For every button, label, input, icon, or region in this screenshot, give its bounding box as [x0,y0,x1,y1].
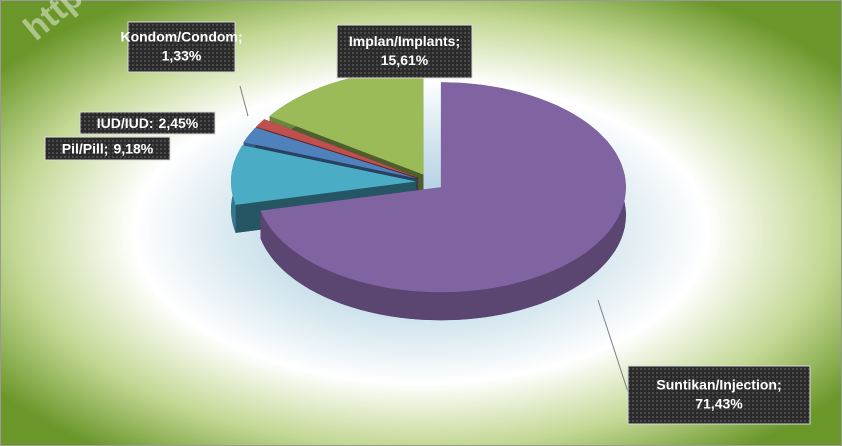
label-box [627,365,811,425]
data-label-name: Suntikan/Injection; [656,377,781,393]
data-label: 2,45% [159,115,199,131]
data-label-line: IUD/IUD: 2,45% [97,115,199,131]
data-label-name: Implan/Implants; [349,33,460,49]
data-label-line: Pil/Pill; 9,18% [62,140,154,156]
leader-line [597,299,629,393]
labels: Suntikan/Injection; 71,43% Pil/Pill; 9,18% I… [44,21,811,425]
slice [256,119,419,178]
data-label-name: Kondom/Condom; [120,29,242,45]
data-label-name: IUD/IUD: [97,115,154,131]
slice [231,145,417,205]
slice [260,82,626,293]
data-label: 1,33% [162,48,202,64]
slice [243,127,418,179]
data-label: 71,43% [695,396,743,412]
label-box [79,111,216,135]
data-label-name: Pil/Pill; [62,140,109,156]
pie [231,69,626,321]
slice [269,69,424,175]
leader-line [239,85,249,117]
label-box [44,136,171,161]
data-label: 9,18% [113,140,153,156]
label-box [127,21,236,73]
label-box [336,24,473,79]
data-label: 15,61% [381,52,429,68]
